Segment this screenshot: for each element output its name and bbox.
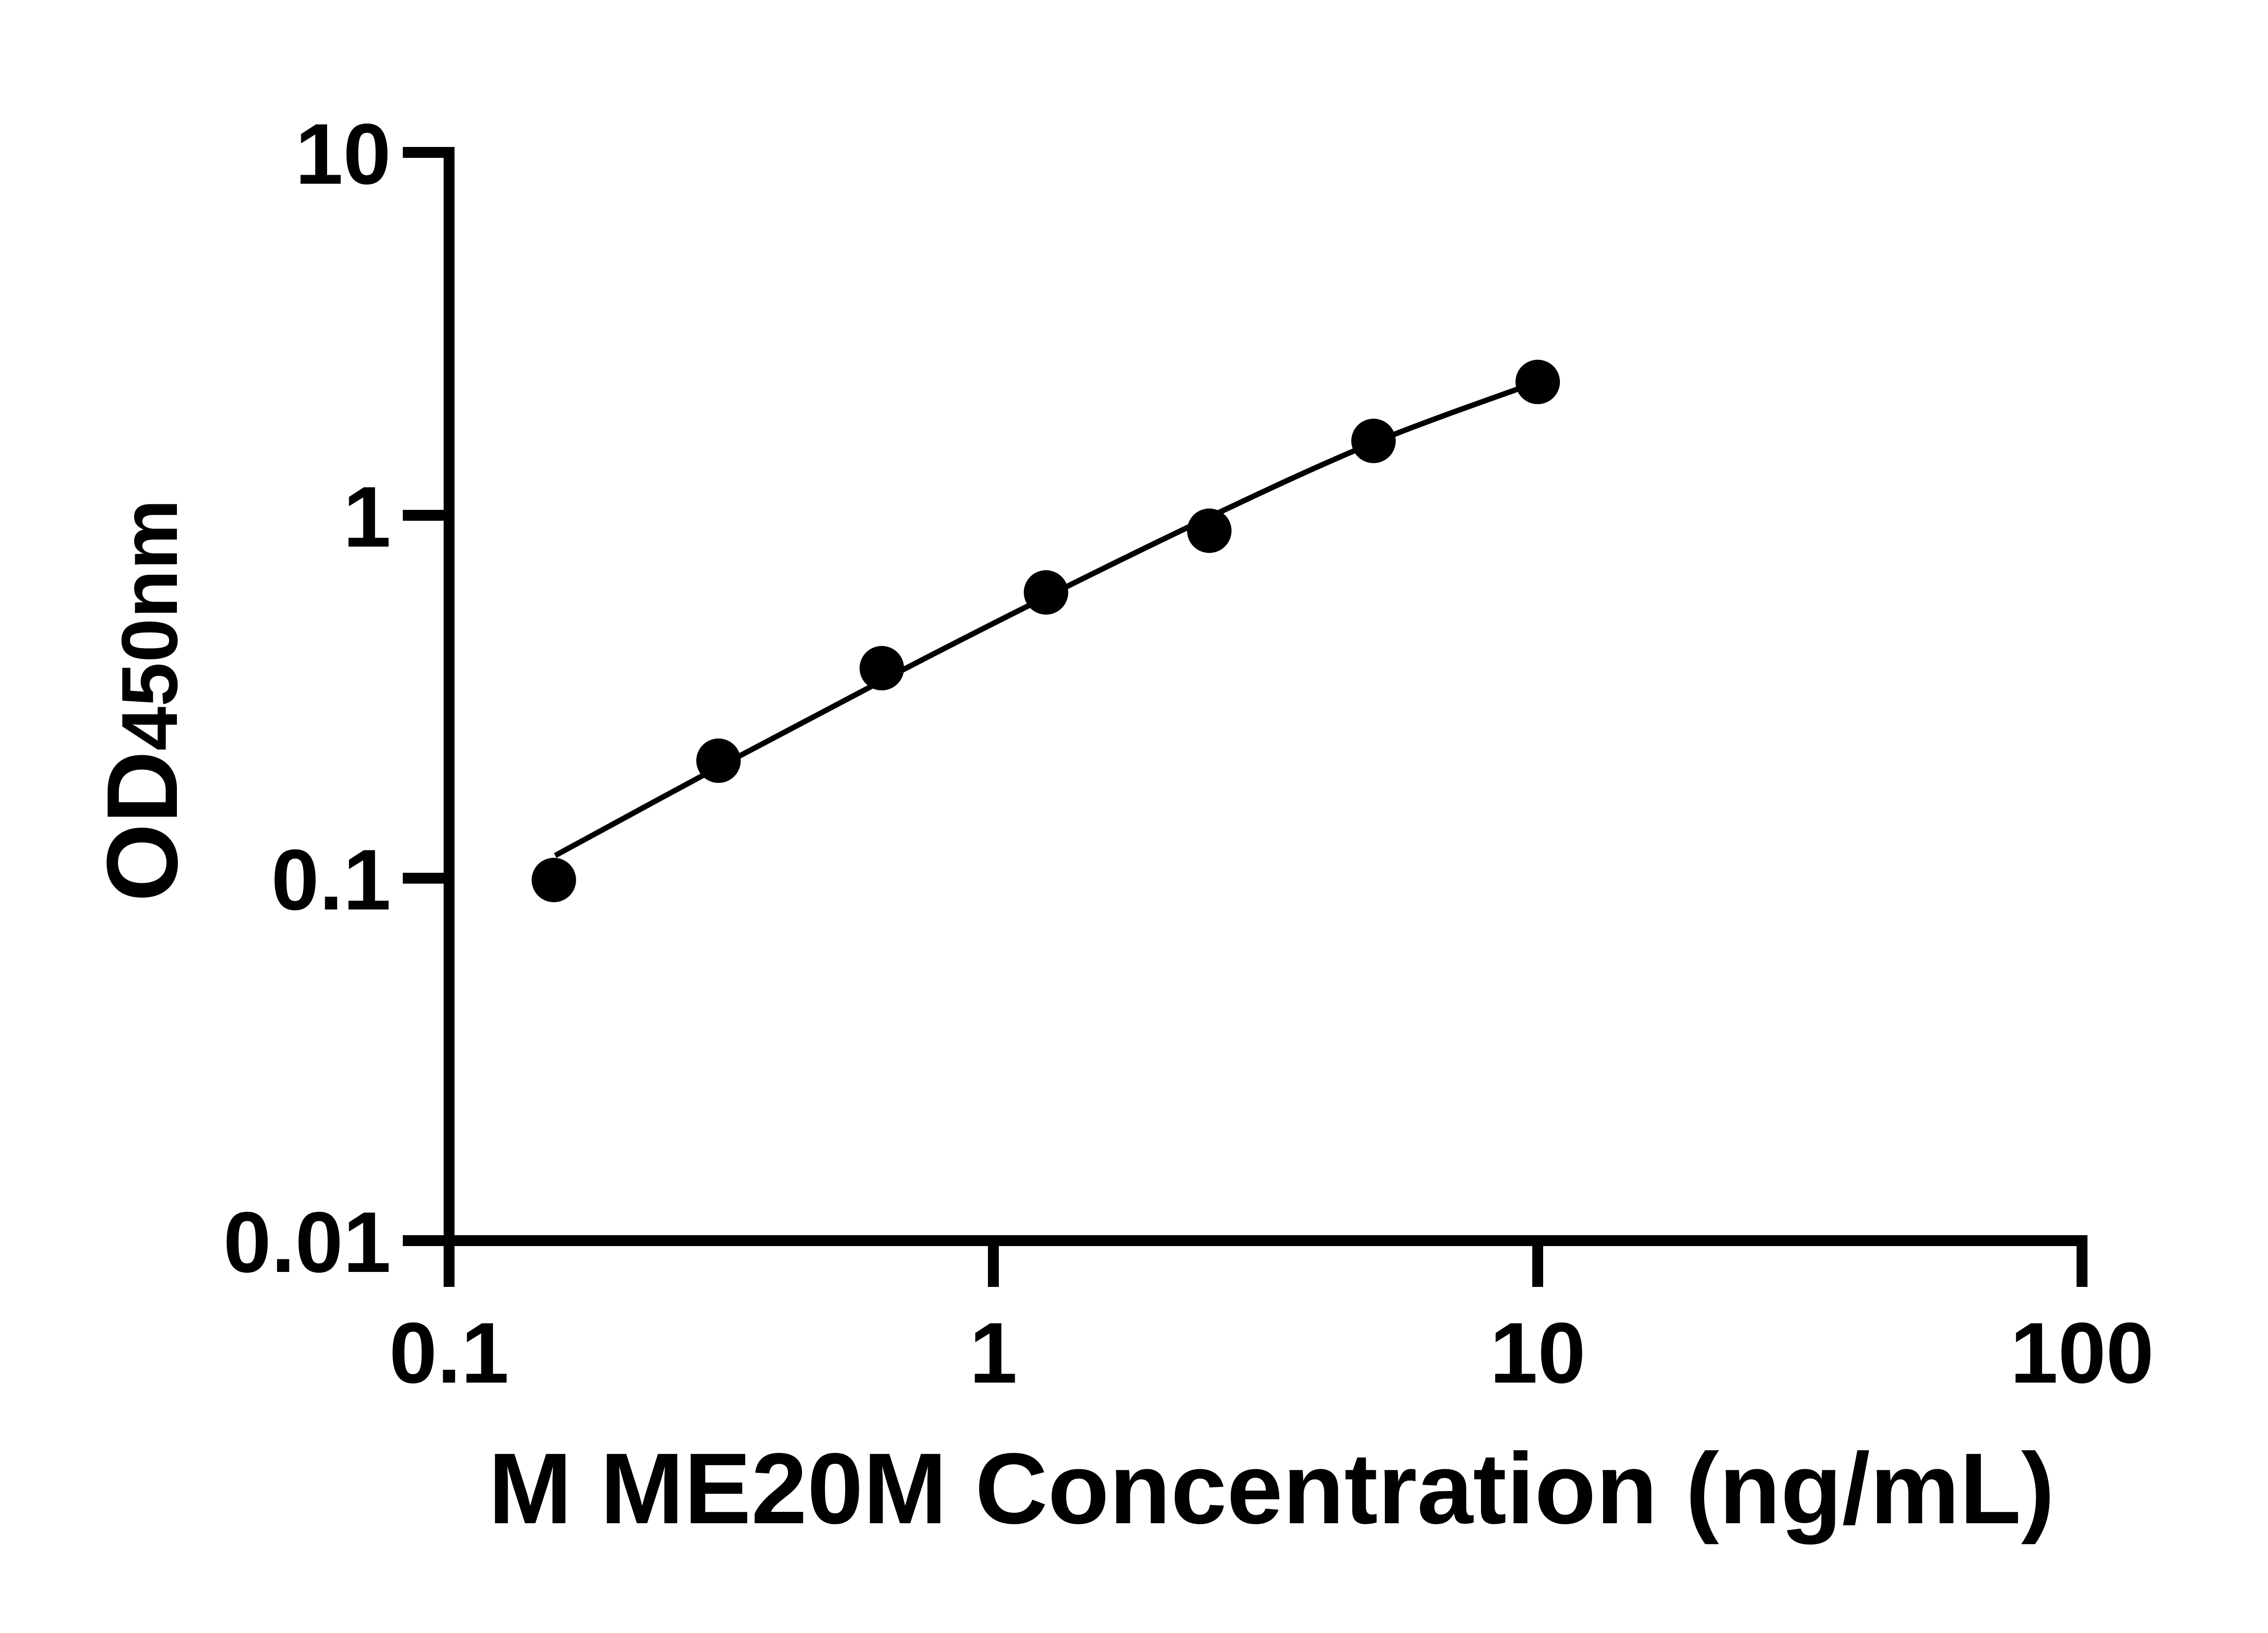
svg-text:100: 100 — [2010, 1305, 2154, 1401]
svg-text:M ME20M Concentration (ng/mL): M ME20M Concentration (ng/mL) — [488, 1433, 2054, 1545]
svg-text:1: 1 — [969, 1305, 1017, 1401]
svg-text:0.1: 0.1 — [389, 1305, 509, 1401]
svg-text:0.1: 0.1 — [271, 832, 391, 928]
svg-text:10: 10 — [295, 106, 391, 202]
svg-text:0.01: 0.01 — [223, 1194, 391, 1291]
svg-text:10: 10 — [1490, 1305, 1585, 1401]
svg-text:OD450nm: OD450nm — [86, 499, 199, 902]
svg-text:1: 1 — [343, 469, 391, 565]
